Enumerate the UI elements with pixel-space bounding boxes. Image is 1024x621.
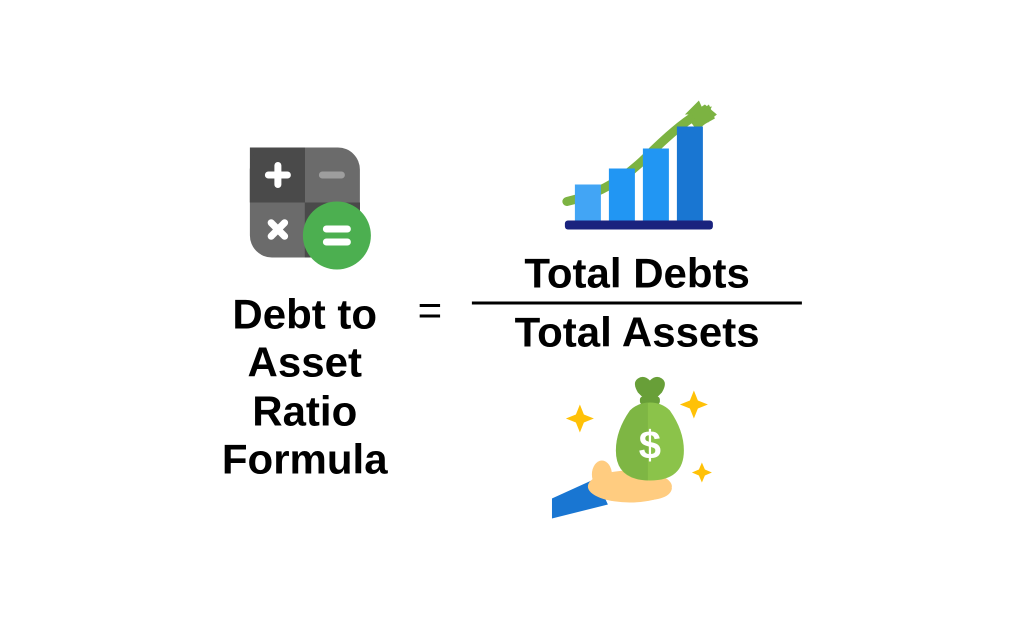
label-line-2: Ratio Formula [222, 387, 388, 482]
numerator: Total Debts [506, 245, 768, 301]
fraction: Total Debts Total Assets [472, 245, 802, 360]
svg-text:$: $ [639, 423, 661, 467]
formula-infographic: Debt to Asset Ratio Formula = [222, 96, 802, 525]
label-line-1: Debt to Asset [232, 290, 377, 385]
calculator-icon [235, 137, 375, 282]
right-block: Total Debts Total Assets [472, 96, 802, 525]
equals-sign: = [418, 287, 443, 335]
formula-label: Debt to Asset Ratio Formula [222, 290, 388, 483]
denominator: Total Assets [497, 304, 778, 360]
left-block: Debt to Asset Ratio Formula [222, 137, 388, 483]
money-bag-hand-icon: $ [552, 370, 722, 525]
growth-chart-icon [547, 96, 727, 241]
